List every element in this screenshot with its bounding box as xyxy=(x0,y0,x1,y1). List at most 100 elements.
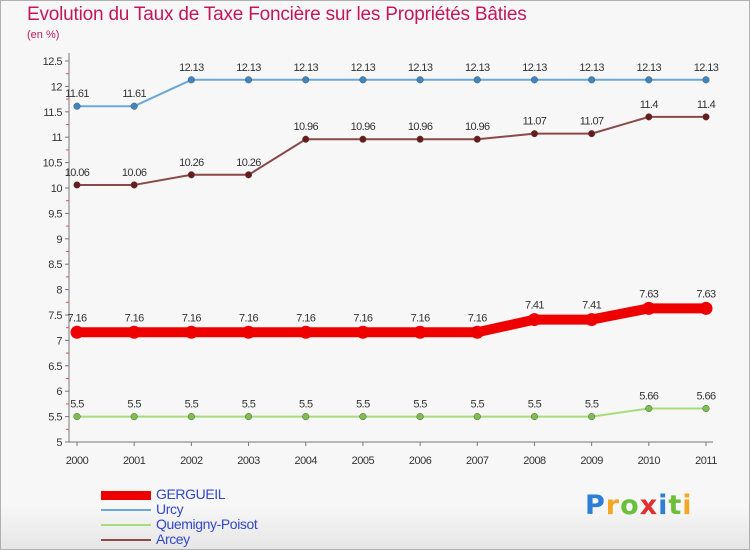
data-label: 10.06 xyxy=(65,167,90,179)
data-point xyxy=(359,76,367,84)
data-label: 10.96 xyxy=(293,121,318,133)
logo-letter: i xyxy=(658,490,669,521)
y-tick-label: 12 xyxy=(51,81,63,93)
x-tick-label: 2008 xyxy=(523,455,546,467)
data-label: 5.66 xyxy=(696,390,715,402)
data-label: 11.4 xyxy=(640,99,659,111)
data-point xyxy=(187,76,195,84)
y-tick-label: 5 xyxy=(56,437,62,449)
data-point xyxy=(473,135,481,143)
data-point xyxy=(416,413,424,421)
data-point xyxy=(73,413,81,421)
data-label: 12.13 xyxy=(579,62,604,74)
series-line-urcy xyxy=(76,78,707,108)
series-line-quemigny-poisot xyxy=(76,407,707,418)
y-tick-label: 10 xyxy=(51,183,63,195)
data-label: 7.16 xyxy=(468,312,487,324)
x-tick-label: 2003 xyxy=(237,455,260,467)
data-point xyxy=(702,113,710,121)
series-line-gergueil xyxy=(72,303,711,338)
data-point xyxy=(359,135,367,143)
data-label: 12.13 xyxy=(522,62,547,74)
data-label: 7.16 xyxy=(125,312,144,324)
data-label: 11.07 xyxy=(580,116,604,128)
data-label: 5.5 xyxy=(127,399,141,411)
data-point xyxy=(530,76,539,84)
data-label: 7.16 xyxy=(239,312,258,324)
data-point xyxy=(70,325,84,339)
data-label: 7.41 xyxy=(525,300,544,312)
data-point xyxy=(187,413,195,421)
legend-swatch xyxy=(101,490,151,500)
x-tick-label: 2007 xyxy=(466,455,489,467)
data-point xyxy=(127,325,141,339)
data-label: 12.13 xyxy=(293,62,318,74)
data-label: 12.13 xyxy=(179,62,204,74)
data-point xyxy=(356,325,370,339)
logo-letter: t xyxy=(668,490,683,521)
x-tick-label: 2006 xyxy=(409,455,432,467)
data-point xyxy=(244,413,253,421)
data-label: 7.41 xyxy=(582,300,601,312)
data-label: 7.16 xyxy=(67,312,86,324)
legend-label: Quemigny-Poisot xyxy=(156,516,258,532)
data-point xyxy=(416,76,424,84)
data-label: 12.13 xyxy=(236,62,261,74)
data-point xyxy=(527,313,541,327)
data-point xyxy=(588,76,596,84)
data-label: 11.4 xyxy=(697,99,716,111)
logo-letter: P xyxy=(585,490,606,521)
data-label: 10.96 xyxy=(408,121,433,133)
legend-swatch xyxy=(101,539,151,541)
data-label: 5.5 xyxy=(185,399,199,411)
y-tick-label: 5.5 xyxy=(48,412,62,424)
data-label: 7.16 xyxy=(296,312,315,324)
data-point xyxy=(588,130,596,138)
y-tick-label: 8.5 xyxy=(48,259,62,271)
data-label: 5.5 xyxy=(70,399,84,411)
data-label: 5.5 xyxy=(356,399,370,411)
data-point xyxy=(73,102,81,110)
legend-label: Arcey xyxy=(156,531,190,547)
y-tick-label: 6.5 xyxy=(48,361,62,373)
y-tick-label: 11.5 xyxy=(43,107,62,119)
data-point xyxy=(413,325,427,339)
x-tick-label: 2002 xyxy=(180,455,203,467)
y-tick-label: 11 xyxy=(52,132,63,144)
data-point xyxy=(130,413,138,421)
data-point xyxy=(244,171,253,179)
proxiti-logo: Proxiti xyxy=(585,490,693,521)
data-point xyxy=(302,76,310,84)
data-point xyxy=(302,413,310,421)
data-label: 12.13 xyxy=(465,62,490,74)
x-tick-label: 2001 xyxy=(123,455,146,467)
y-tick-label: 10.5 xyxy=(43,158,63,170)
legend-label: Urcy xyxy=(156,501,184,517)
unit-label: (en %) xyxy=(27,29,60,41)
data-label: 5.5 xyxy=(528,399,542,411)
data-point xyxy=(187,171,195,179)
legend-swatch xyxy=(101,524,151,526)
data-point xyxy=(645,76,653,84)
data-point xyxy=(473,76,481,84)
data-label: 5.5 xyxy=(242,399,256,411)
data-point xyxy=(645,404,653,413)
data-label: 10.26 xyxy=(236,157,261,169)
data-point xyxy=(130,102,138,110)
data-point xyxy=(702,404,710,413)
x-tick-label: 2011 xyxy=(695,455,717,467)
data-label: 10.26 xyxy=(179,157,204,169)
data-label: 12.13 xyxy=(694,62,719,74)
data-label: 11.07 xyxy=(523,116,547,128)
data-point xyxy=(588,413,596,421)
y-tick-label: 7.5 xyxy=(48,310,62,322)
legend-swatch xyxy=(101,509,151,511)
y-tick-label: 9 xyxy=(56,234,62,246)
data-label: 11.61 xyxy=(65,88,89,100)
data-point xyxy=(473,413,481,421)
data-point xyxy=(585,313,599,327)
data-label: 5.5 xyxy=(471,399,485,411)
data-point xyxy=(299,325,313,339)
data-label: 12.13 xyxy=(637,62,662,74)
